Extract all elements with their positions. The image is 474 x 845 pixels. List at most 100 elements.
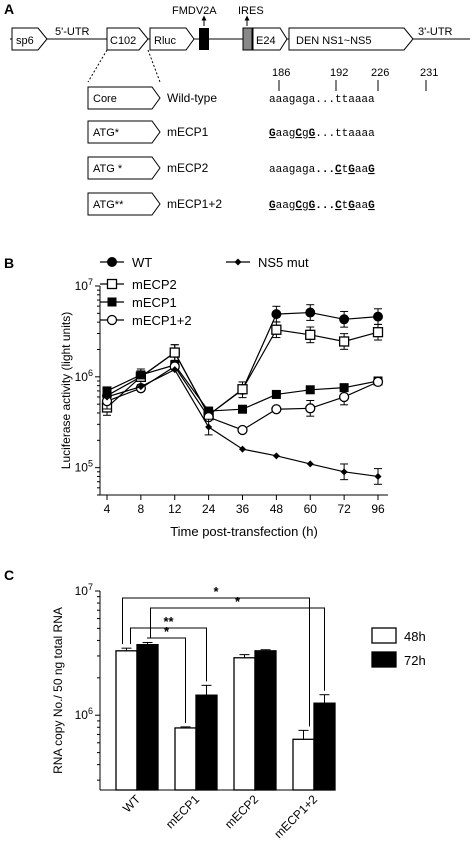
panel-a-label: A [4,1,14,17]
data-point [271,309,282,320]
data-point [271,389,281,399]
data-point [238,404,247,414]
mutation-box-label: ATG* [93,127,120,139]
data-point [374,472,382,480]
bar-72h [254,650,277,791]
mutation-box-label: ATG** [93,199,124,211]
data-point [272,452,280,460]
data-point [338,336,350,347]
rluc-box [149,27,195,51]
legend-marker [106,314,118,326]
data-point [338,391,350,403]
legend: 48h 72h [371,627,426,668]
construct-name: Wild-type [167,91,217,105]
legend-label: NS5 mut [258,255,309,270]
mutation-box [87,192,161,216]
legend-marker [106,278,118,290]
data-point [305,385,315,395]
data-point [305,403,316,414]
legend-label: 48h [404,629,426,644]
bar-72h [195,694,218,791]
x-tick-label: 48 [270,502,284,516]
data-point [372,376,384,388]
bar-72h [313,702,336,791]
c102-box [106,27,149,51]
bar-72h [136,643,159,791]
bar-48h [174,727,197,791]
sequence-text: aaagaga...CtGaaG [269,164,375,176]
ns-box [288,27,414,51]
y-tick-label: 105 [75,459,93,475]
fmdv2a-label: FMDV2A [172,5,217,17]
data-point [271,324,282,335]
x-tick-label: 96 [371,502,385,516]
significance-stars: * [213,584,219,599]
utr5-label: 5'-UTR [55,26,90,38]
significance-bracket [122,597,310,727]
x-tick-label: 36 [236,502,250,516]
x-tick-label: mECP2 [222,792,261,831]
legend-swatch [371,627,397,644]
construct-name: mECP1+2 [167,197,222,211]
data-point [204,406,214,416]
legend-swatch [371,651,397,668]
x-tick-label: 4 [104,502,111,516]
data-point [372,327,384,338]
data-point [305,307,316,318]
legend-label: mECP1 [132,295,177,310]
sequence-text: aaagaga...ttaaaa [269,94,375,106]
data-point [102,386,112,396]
legend-label: mECP1+2 [132,313,192,328]
construct-name: mECP2 [167,161,209,175]
data-point [306,460,314,468]
legend-label: mECP2 [132,277,177,292]
fmdv2a-block [199,28,209,50]
x-tick-label: mECP1 [163,792,202,831]
expansion-line-right [147,49,161,83]
mutation-box [87,86,161,110]
data-point [271,404,282,415]
bar-group-wt: WT [115,642,159,815]
position-192: 192 [330,67,348,79]
legend: WT mECP2 mECP1 mECP1+2 NS5 mut [100,255,309,328]
data-point [305,329,316,340]
panel-a: A sp6 5'-UTR C102 Rluc FMDV2A IRES E24 D… [4,1,470,216]
significance-stars: * [164,624,170,639]
position-186: 186 [272,67,290,79]
x-tick-label: 8 [138,502,145,516]
e24-label: E24 [256,35,276,47]
data-point [103,393,111,401]
data-point [237,424,248,436]
series-ns5-mut [103,366,382,485]
data-point [373,311,383,322]
utr3-label: 3'-UTR [418,26,453,38]
panel-c: C 106 107 RNA copy No./ 50 ng total RNA WT m… [4,567,426,841]
mutation-box [87,120,161,144]
bar-group-mecp1-2: mECP1+2 [271,694,336,841]
ires-block [242,27,253,51]
sequence-rows: Core Wild-type aaagaga...ttaaaa ATG* mECP1 Ga… [87,86,375,216]
x-tick-label: 12 [168,502,182,516]
x-tick-label: mECP1+2 [271,792,320,841]
bar-48h [292,738,315,791]
panel-c-label: C [4,567,14,583]
expansion-line-left [87,49,108,83]
series-line [106,365,379,431]
construct-name: mECP1 [167,125,209,139]
bar-48h [115,650,138,791]
y-axis-title: Luciferase activity (light units) [59,312,73,469]
significance-bracket [150,607,325,691]
significance-stars: * [235,594,241,609]
mutation-box [87,156,161,180]
significance-bracket [130,627,207,682]
mutation-box-label: Core [93,93,117,105]
bar-48h [233,657,256,791]
data-point [340,468,348,476]
y-tick-label: 106 [75,368,93,384]
ns-label: DEN NS1~NS5 [296,35,372,47]
legend-marker [107,297,117,307]
x-tick-label: 24 [202,502,216,516]
